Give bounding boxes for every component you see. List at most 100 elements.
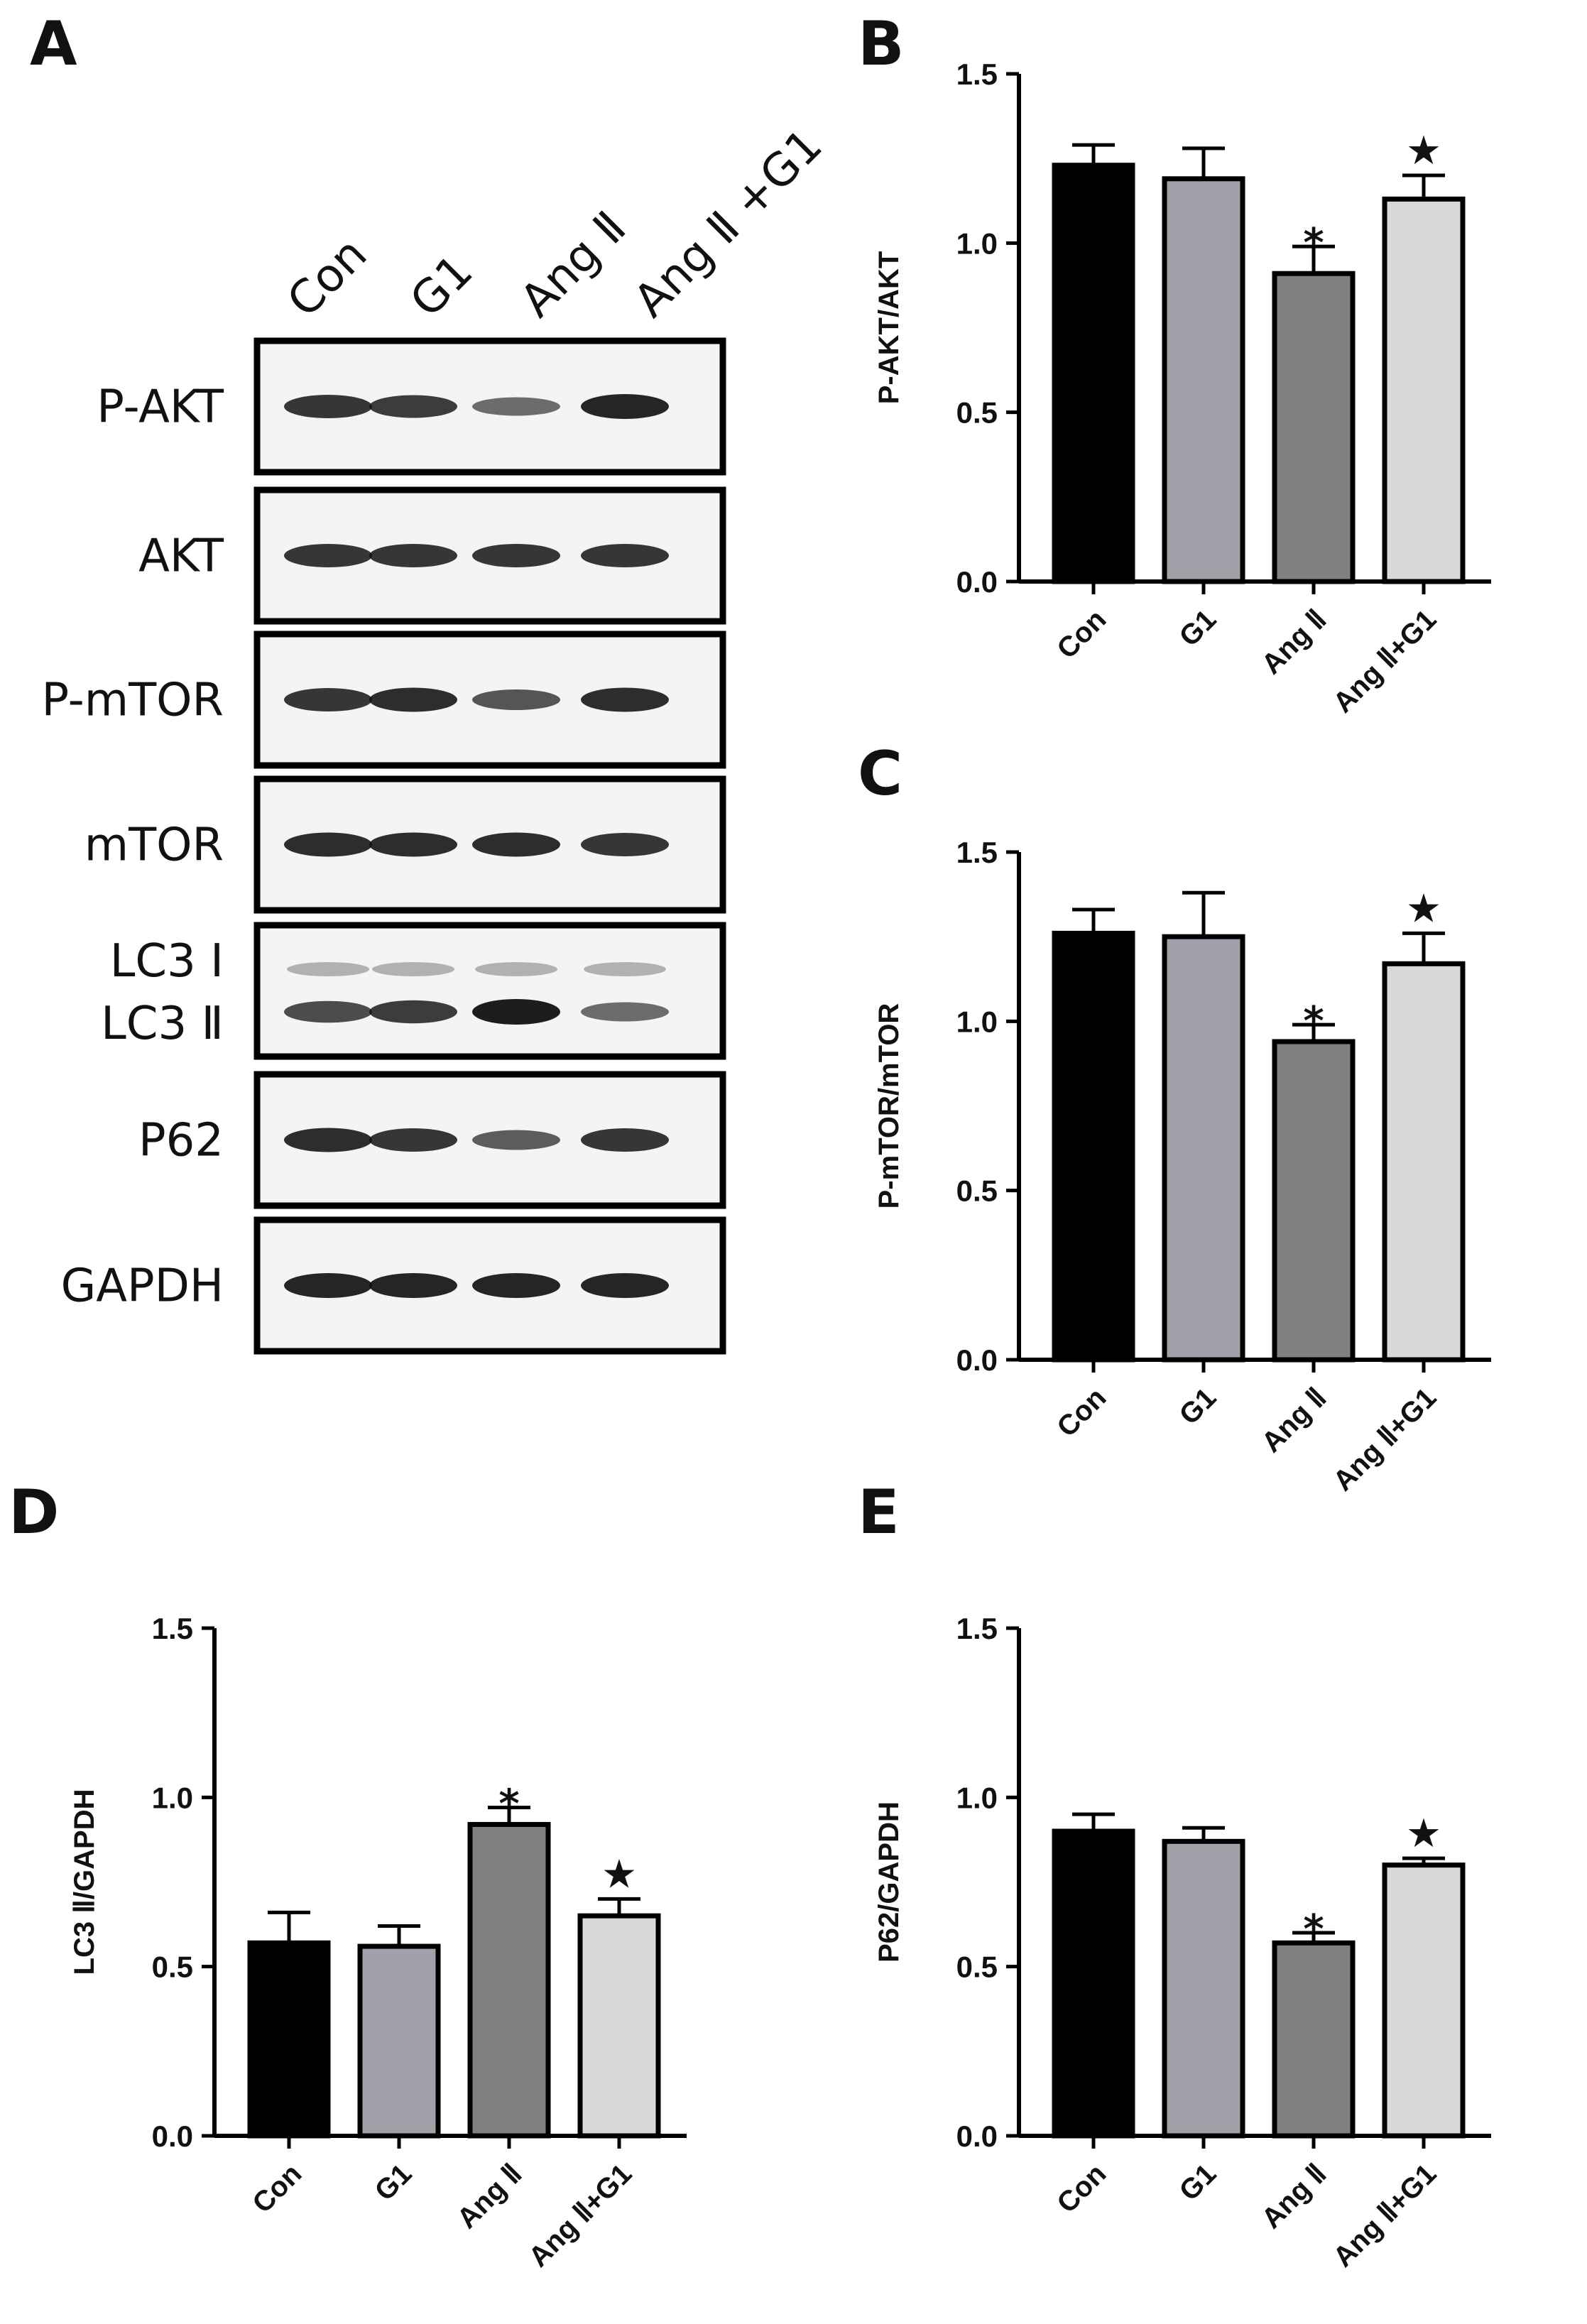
significance-marker: ★ bbox=[1406, 128, 1441, 174]
bar bbox=[1052, 930, 1135, 1363]
y-tick-label: 1.0 bbox=[152, 1781, 193, 1814]
y-axis-label: P62/GAPDH bbox=[873, 1801, 905, 1963]
y-tick-label: 1.5 bbox=[956, 1612, 998, 1645]
blot-band bbox=[284, 1128, 372, 1152]
y-tick-label: 0.0 bbox=[956, 1343, 998, 1377]
y-tick-label: 1.0 bbox=[956, 1781, 998, 1814]
y-axis-label: LC3 Ⅱ/GAPDH bbox=[69, 1789, 100, 1975]
blot-band bbox=[369, 544, 457, 567]
bar bbox=[1052, 1828, 1135, 2139]
panel-letter-b: B bbox=[858, 9, 905, 80]
bar bbox=[1272, 271, 1356, 584]
y-tick-label: 1.5 bbox=[956, 836, 998, 869]
category-label: G1 bbox=[1174, 1382, 1223, 1431]
bar bbox=[1382, 1862, 1466, 2139]
significance-marker: * bbox=[498, 1782, 519, 1828]
category-label: Con bbox=[246, 2158, 307, 2219]
blot-band bbox=[581, 544, 669, 567]
blot-band bbox=[581, 687, 669, 712]
y-axis-label: P-AKT/AKT bbox=[873, 251, 905, 405]
blot-band bbox=[284, 395, 372, 418]
category-label: Ang Ⅱ bbox=[1255, 2158, 1332, 2235]
y-axis-label: P-mTOR/mTOR bbox=[873, 1003, 905, 1209]
bar bbox=[1052, 163, 1135, 584]
bar bbox=[1162, 176, 1245, 584]
bar bbox=[1272, 1039, 1356, 1363]
blot-band bbox=[287, 962, 369, 976]
significance-marker: * bbox=[1303, 998, 1324, 1044]
y-tick-label: 1.0 bbox=[956, 1005, 998, 1038]
y-tick-label: 0.5 bbox=[956, 396, 998, 430]
blot-band bbox=[472, 832, 560, 857]
category-label: Ang Ⅱ+G1 bbox=[1327, 1382, 1442, 1497]
blot-band bbox=[284, 1273, 372, 1298]
panel-letter-e: E bbox=[858, 1477, 900, 1548]
bar bbox=[1162, 934, 1245, 1363]
y-tick-label: 0.0 bbox=[152, 2120, 193, 2153]
category-label: Con bbox=[1051, 2158, 1112, 2219]
bar bbox=[577, 1913, 661, 2139]
bar bbox=[1272, 1940, 1356, 2139]
bar bbox=[467, 1821, 551, 2139]
category-label: Ang Ⅱ bbox=[1255, 1382, 1332, 1458]
blot-lane-label: G1 bbox=[400, 245, 483, 327]
category-label: Con bbox=[1051, 604, 1112, 665]
bar bbox=[1382, 196, 1466, 584]
blot-row-label: AKT bbox=[138, 530, 224, 583]
blot-band bbox=[472, 689, 560, 710]
panel-letter-a: A bbox=[30, 9, 77, 80]
blot-band bbox=[369, 832, 457, 857]
blot-band bbox=[284, 832, 372, 857]
significance-marker: * bbox=[1303, 220, 1324, 266]
blot-band bbox=[581, 394, 669, 419]
category-label: Ang Ⅱ+G1 bbox=[523, 2158, 638, 2273]
y-tick-label: 0.0 bbox=[956, 565, 998, 599]
bar bbox=[1382, 961, 1466, 1363]
blot-band bbox=[584, 962, 666, 976]
blot-row-label: P-AKT bbox=[97, 381, 224, 434]
significance-marker: * bbox=[1303, 1906, 1324, 1953]
category-label: Ang Ⅱ bbox=[451, 2158, 528, 2235]
blot-row-label: LC3 Ⅰ bbox=[110, 935, 224, 988]
y-tick-label: 0.5 bbox=[152, 1951, 193, 1984]
blot-row-label: P62 bbox=[138, 1115, 224, 1167]
blot-band bbox=[369, 1000, 457, 1024]
bar bbox=[357, 1943, 441, 2139]
blot-band bbox=[581, 1002, 669, 1022]
blot-band bbox=[581, 1273, 669, 1298]
blot-band bbox=[369, 395, 457, 418]
blot-band bbox=[372, 962, 454, 976]
blot-band bbox=[284, 1000, 372, 1023]
category-label: Ang Ⅱ+G1 bbox=[1327, 2158, 1442, 2273]
blot-band bbox=[581, 833, 669, 856]
blot-band bbox=[369, 1273, 457, 1298]
blot-band bbox=[472, 1130, 560, 1150]
y-tick-label: 0.5 bbox=[956, 1174, 998, 1208]
category-label: G1 bbox=[369, 2158, 418, 2207]
blot-band bbox=[475, 962, 557, 976]
blot-band bbox=[472, 999, 560, 1025]
category-label: Con bbox=[1051, 1382, 1112, 1443]
bar bbox=[1162, 1838, 1245, 2139]
blot-row-label: LC3 Ⅱ bbox=[101, 998, 224, 1050]
panel-letter-c: C bbox=[858, 738, 903, 809]
blot-lane-label: Ang Ⅱ +G1 bbox=[624, 119, 833, 328]
blot-row-label: GAPDH bbox=[61, 1260, 224, 1313]
blot-band bbox=[369, 1128, 457, 1152]
significance-marker: ★ bbox=[1406, 885, 1441, 932]
blot-lane-label: Ang Ⅱ bbox=[511, 202, 636, 327]
significance-marker: ★ bbox=[601, 1851, 637, 1897]
y-tick-label: 1.5 bbox=[152, 1612, 193, 1645]
blot-band bbox=[284, 688, 372, 711]
blot-strip bbox=[253, 922, 726, 1060]
category-label: G1 bbox=[1174, 2158, 1223, 2207]
blot-row-label: mTOR bbox=[84, 819, 224, 872]
blot-row-label: P-mTOR bbox=[41, 675, 224, 727]
blot-band bbox=[472, 1273, 560, 1298]
y-tick-label: 1.5 bbox=[956, 58, 998, 91]
blot-band bbox=[369, 687, 457, 712]
y-tick-label: 0.5 bbox=[956, 1951, 998, 1984]
y-tick-label: 1.0 bbox=[956, 227, 998, 260]
blot-band bbox=[581, 1128, 669, 1152]
